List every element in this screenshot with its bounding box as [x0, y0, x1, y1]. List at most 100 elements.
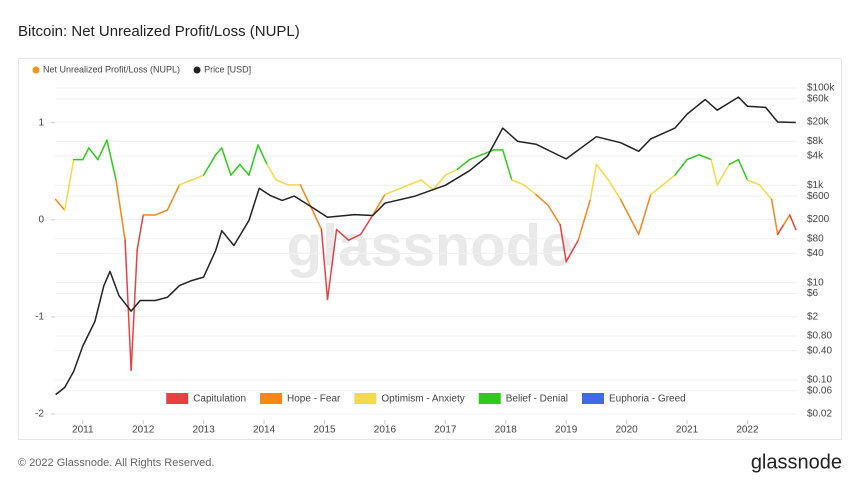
zone-label: Capitulation	[193, 394, 246, 405]
nupl-segment	[97, 139, 108, 161]
nupl-segment	[239, 163, 250, 176]
x-tick-label: 2018	[495, 425, 518, 436]
nupl-segment	[396, 184, 410, 191]
nupl-segment	[535, 193, 549, 206]
y2-tick-label: $80	[807, 233, 824, 244]
nupl-segment	[408, 179, 422, 186]
chart-title: Bitcoin: Net Unrealized Profit/Loss (NUP…	[18, 23, 300, 40]
nupl-segment	[637, 193, 652, 236]
legend-label: Net Unrealized Profit/Loss (NUPL)	[43, 64, 180, 74]
x-tick-label: 2016	[374, 425, 397, 436]
nupl-segment	[501, 149, 513, 181]
y-tick-label: -2	[35, 409, 44, 420]
zone-swatch	[260, 393, 283, 404]
nupl-segment	[384, 188, 398, 196]
nupl-segment	[347, 233, 362, 241]
y2-tick-label: $2	[807, 311, 819, 322]
y2-tick-label: $200	[807, 214, 830, 225]
nupl-segment	[248, 144, 259, 176]
y2-tick-label: $10	[807, 277, 824, 288]
nupl-segment	[619, 198, 640, 236]
y2-tick-label: $0.80	[807, 331, 832, 342]
y-tick-label: 1	[38, 117, 44, 128]
zone-swatch	[166, 393, 189, 404]
y2-tick-label: $0.06	[807, 385, 832, 396]
nupl-segment	[136, 214, 144, 251]
nupl-segment	[257, 144, 268, 166]
x-tick-label: 2020	[615, 425, 638, 436]
zone-legend: Capitulation Hope - Fear Optimism - Anxiet…	[166, 393, 686, 405]
nupl-segment	[589, 163, 598, 201]
nupl-segment	[372, 193, 386, 216]
y2-tick-label: $0.40	[807, 345, 832, 356]
nupl-segment	[565, 239, 580, 263]
nupl-segment	[710, 158, 718, 186]
nupl-segment	[124, 239, 132, 372]
nupl-segment	[359, 214, 374, 236]
nupl-segment	[607, 179, 622, 201]
nupl-segment	[444, 168, 459, 176]
x-tick-label: 2022	[736, 425, 759, 436]
zone-label: Belief - Denial	[506, 394, 568, 405]
nupl-segment	[559, 223, 567, 263]
x-tick-label: 2019	[555, 425, 578, 436]
nupl-segment	[54, 198, 66, 211]
zone-label: Optimism - Anxiety	[381, 394, 464, 405]
legend-marker	[32, 66, 40, 74]
y-tick-label: 0	[38, 214, 44, 225]
y2-tick-label: $40	[807, 248, 824, 259]
nupl-segment	[154, 209, 169, 216]
nupl-segment	[716, 163, 731, 186]
legend-marker	[193, 66, 201, 74]
nupl-segment	[202, 154, 217, 176]
y2-tick-label: $0.02	[807, 409, 832, 420]
nupl-segment	[221, 147, 232, 176]
nupl-segment	[746, 179, 761, 186]
nupl-segment	[130, 249, 138, 372]
nupl-segment	[88, 147, 99, 161]
y2-tick-label: $4k	[807, 151, 824, 162]
nupl-segment	[480, 149, 495, 156]
y2-tick-label: $1k	[807, 180, 824, 191]
y2-tick-label: $0.10	[807, 375, 832, 386]
nupl-segment	[82, 147, 90, 161]
chart-frame	[18, 58, 842, 440]
y2-tick-label: $20k	[807, 117, 830, 128]
y2-tick-label: $8k	[807, 136, 824, 147]
nupl-segment	[115, 179, 126, 241]
nupl-segment	[788, 214, 797, 231]
nupl-segment	[686, 154, 700, 161]
nupl-segment	[326, 228, 338, 301]
nupl-segment	[782, 214, 791, 226]
zone-swatch	[478, 393, 501, 404]
nupl-segment	[698, 154, 712, 161]
x-tick-label: 2013	[193, 425, 216, 436]
nupl-segment	[547, 204, 561, 226]
nupl-segment	[662, 174, 676, 186]
y2-tick-label: $600	[807, 191, 830, 202]
y2-tick-label: $60k	[807, 93, 830, 104]
nupl-segment	[432, 174, 447, 191]
nupl-segment	[758, 184, 773, 201]
watermark: glassnode	[287, 213, 574, 278]
nupl-segment	[178, 179, 193, 186]
zone-label: Hope - Fear	[287, 394, 341, 405]
nupl-segment	[166, 184, 181, 211]
nupl-segment	[106, 139, 117, 181]
nupl-segment	[335, 228, 350, 241]
nupl-segment	[320, 228, 329, 301]
x-tick-label: 2021	[676, 425, 699, 436]
nupl-segment	[63, 158, 75, 211]
nupl-segment	[420, 179, 435, 191]
nupl-segment	[214, 147, 223, 156]
x-tick-label: 2011	[72, 425, 94, 436]
nupl-segment	[737, 158, 749, 181]
nupl-segment	[577, 198, 592, 241]
nupl-segment	[275, 179, 289, 186]
y2-tick-label: $6	[807, 288, 819, 299]
nupl-segment	[511, 179, 525, 186]
nupl-segment	[311, 209, 323, 231]
x-tick-label: 2017	[434, 425, 457, 436]
